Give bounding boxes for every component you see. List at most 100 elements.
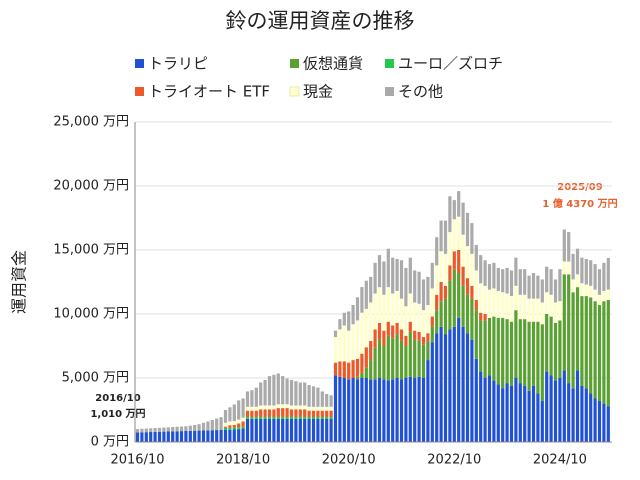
legend-label: その他: [398, 83, 443, 101]
bar-segment: [298, 409, 302, 418]
bar-segment: [527, 275, 531, 299]
bar-segment: [373, 293, 377, 330]
bar-segment: [435, 265, 439, 295]
x-tick-label: 2016/10: [110, 453, 164, 468]
bar-segment: [184, 426, 188, 431]
bar-segment: [338, 329, 342, 362]
bar-segment: [448, 329, 452, 442]
bar-segment: [303, 418, 307, 442]
bar-segment: [505, 383, 509, 442]
bar-segment: [157, 431, 162, 442]
bar-segment: [545, 266, 549, 293]
legend-swatch: [135, 59, 144, 68]
bar-segment: [470, 285, 474, 299]
bar-segment: [360, 353, 364, 373]
bar-segment: [430, 262, 434, 289]
legend-label: 仮想通貨: [303, 55, 363, 73]
bar-segment: [237, 419, 241, 424]
y-tick-label: 15,000 万円: [53, 243, 129, 258]
bar-segment: [228, 407, 232, 422]
bar-segment: [540, 401, 544, 442]
bar-segment: [338, 319, 342, 330]
bar-segment: [307, 406, 311, 411]
bar-segment: [377, 255, 382, 288]
bar-segment: [325, 406, 329, 411]
bar-segment: [426, 333, 430, 341]
bar-segment: [602, 301, 606, 404]
bar-segment: [267, 405, 272, 410]
bar-segment: [307, 385, 311, 407]
x-tick-label: 2022/10: [427, 453, 481, 468]
bar-segment: [179, 431, 184, 442]
bar-segment: [474, 358, 478, 442]
bar-segment: [162, 427, 166, 432]
bar-segment: [259, 405, 263, 410]
bar-segment: [386, 321, 390, 336]
bar-segment: [289, 409, 294, 418]
bar-segment: [338, 361, 342, 377]
bar-segment: [399, 298, 404, 330]
bar-segment: [377, 287, 382, 323]
bar-segment: [448, 265, 452, 281]
bar-segment: [162, 431, 166, 442]
bar-segment: [426, 340, 430, 361]
bar-segment: [593, 398, 597, 442]
bar-segment: [320, 391, 324, 407]
bar-segment: [391, 293, 395, 326]
bar-segment: [347, 330, 351, 363]
bar-segment: [492, 316, 496, 381]
bar-segment: [281, 417, 285, 419]
bar-segment: [232, 424, 236, 428]
bar-segment: [201, 422, 206, 431]
annotation: 2016/10: [95, 393, 140, 404]
bar-segment: [254, 406, 258, 411]
bar-segment: [514, 257, 518, 286]
bar-segment: [549, 316, 553, 376]
bar-segment: [584, 296, 588, 389]
bar-segment: [333, 330, 338, 338]
bar-segment: [355, 379, 360, 442]
bar-segment: [483, 285, 487, 314]
x-tick-label: 2020/10: [322, 453, 376, 468]
bar-segment: [391, 338, 395, 380]
bar-segment: [232, 421, 236, 425]
chart-title: 鈴の運用資産の推移: [226, 9, 415, 33]
bar-segment: [135, 432, 140, 442]
bar-segment: [219, 429, 223, 442]
bar-segment: [294, 418, 298, 442]
bar-segment: [421, 279, 426, 311]
bar-segment: [382, 379, 386, 442]
bar-segment: [298, 417, 302, 419]
bar-segment: [395, 258, 399, 291]
bar-segment: [188, 425, 192, 431]
bar-segment: [575, 287, 580, 371]
bar-segment: [514, 285, 518, 311]
bar-segment: [452, 219, 456, 252]
annotation: 1,010 万円: [90, 408, 145, 420]
bar-segment: [281, 408, 285, 418]
bar-segment: [307, 410, 311, 418]
bar-segment: [241, 426, 245, 429]
bar-segment: [175, 431, 179, 442]
bar-segment: [228, 421, 232, 426]
legend-label: ユーロ／ズロチ: [398, 55, 503, 73]
bar-segment: [558, 320, 562, 378]
bar-segment: [421, 310, 426, 338]
bar-segment: [597, 401, 602, 442]
bar-segment: [333, 375, 338, 442]
bar-segment: [179, 426, 184, 432]
bar-segment: [580, 257, 584, 284]
legend-swatch: [385, 59, 394, 68]
bar-segment: [474, 244, 478, 271]
bar-segment: [408, 257, 412, 294]
bar-segment: [360, 372, 364, 378]
bar-segment: [589, 285, 593, 298]
bar-segment: [496, 267, 500, 291]
bar-segment: [518, 269, 522, 295]
bar-segment: [166, 427, 170, 432]
bar-segment: [259, 417, 263, 419]
bar-segment: [241, 398, 245, 418]
bar-segment: [333, 362, 338, 376]
bar-segment: [237, 400, 241, 420]
legend-label: トライオート ETF: [148, 83, 270, 101]
